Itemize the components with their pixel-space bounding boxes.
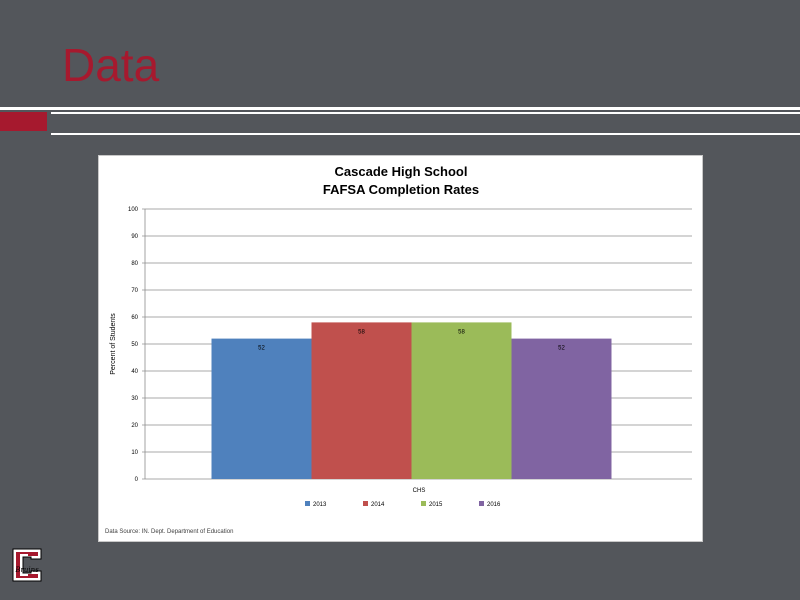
y-tick-label: 20 <box>131 423 138 429</box>
legend: 2013 2014 2015 2016 <box>305 501 501 508</box>
data-label-2015: 58 <box>458 329 465 335</box>
header-divider-top <box>0 107 800 110</box>
y-tick-label: 80 <box>131 261 138 267</box>
bars <box>211 322 612 479</box>
legend-label-2013: 2013 <box>313 502 327 508</box>
header-accent-bar <box>0 112 47 131</box>
slide-title: Data <box>62 39 160 91</box>
legend-swatch-2013 <box>305 501 310 506</box>
y-tick-label: 90 <box>131 234 138 240</box>
x-axis-category-label: CHS <box>413 488 426 494</box>
y-tick-label: 10 <box>131 450 138 456</box>
data-label-2013: 52 <box>258 346 265 352</box>
y-tick-label: 100 <box>128 207 139 213</box>
header-divider-bottom <box>51 133 800 135</box>
legend-swatch-2015 <box>421 501 426 506</box>
fafsa-bar-chart: Cascade High School FAFSA Completion Rat… <box>105 164 692 535</box>
chart-container: Cascade High School FAFSA Completion Rat… <box>98 155 703 542</box>
bar-2016 <box>511 338 612 479</box>
bar-2013 <box>211 338 312 479</box>
legend-swatch-2014 <box>363 501 368 506</box>
chart-title: Cascade High School <box>335 164 468 179</box>
legend-swatch-2016 <box>479 501 484 506</box>
y-tick-label: 50 <box>131 342 138 348</box>
school-c-logo-icon: Bruins <box>12 548 42 582</box>
legend-label-2015: 2015 <box>429 502 443 508</box>
y-tick-label: 30 <box>131 396 138 402</box>
y-tick-label: 70 <box>131 288 138 294</box>
header-divider-middle <box>51 112 800 114</box>
y-tick-label: 60 <box>131 315 138 321</box>
y-tick-label: 40 <box>131 369 138 375</box>
data-labels: 52 58 58 52 <box>258 329 565 351</box>
legend-label-2014: 2014 <box>371 502 385 508</box>
chart-subtitle: FAFSA Completion Rates <box>323 182 479 197</box>
data-label-2014: 58 <box>358 329 365 335</box>
bar-2015 <box>411 322 512 479</box>
bar-2014 <box>311 322 412 479</box>
source-note: Data Source: IN. Dept. Department of Edu… <box>105 529 233 535</box>
legend-label-2016: 2016 <box>487 502 501 508</box>
y-axis-label: Percent of Students <box>110 313 117 375</box>
logo-text: Bruins <box>14 566 39 574</box>
y-axis-ticks: 0 10 20 30 40 50 60 70 80 90 100 <box>128 207 139 483</box>
data-label-2016: 52 <box>558 346 565 352</box>
y-tick-label: 0 <box>135 477 139 483</box>
